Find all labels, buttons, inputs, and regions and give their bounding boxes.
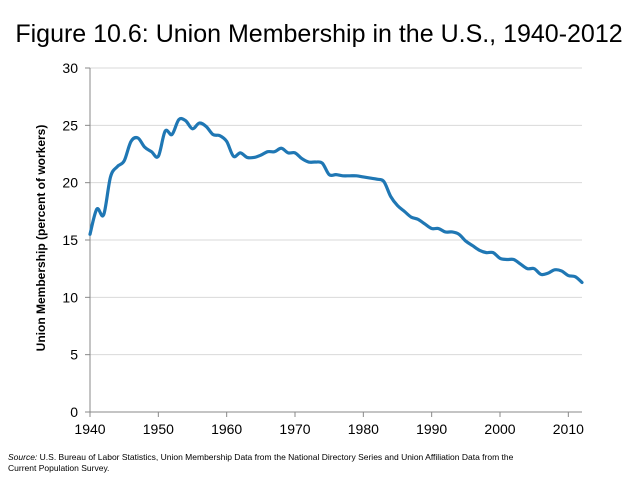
x-tick-labels: 1940 1950 1960 1970 1980 1990 2000 2010 <box>74 421 584 437</box>
x-tick-label: 1990 <box>416 421 447 437</box>
source-label: Source: <box>8 452 38 462</box>
y-tick-label: 10 <box>62 289 78 305</box>
series-group <box>88 116 584 285</box>
y-tick-labels: 0 5 10 15 20 25 30 <box>62 60 78 420</box>
y-tick-label: 25 <box>62 117 78 133</box>
y-axis-label: Union Membership (percent of workers) <box>34 125 48 352</box>
chart-title: Figure 10.6: Union Membership in the U.S… <box>15 20 623 48</box>
x-tick-label: 1980 <box>348 421 379 437</box>
x-tick-label: 1940 <box>74 421 105 437</box>
x-tick-label: 2010 <box>553 421 584 437</box>
y-tick-label: 20 <box>62 175 78 191</box>
y-tick-label: 5 <box>70 347 78 363</box>
x-tick-label: 1950 <box>143 421 174 437</box>
axes <box>85 67 582 417</box>
series-line-union-membership <box>88 116 584 285</box>
source-text: U.S. Bureau of Labor Statistics, Union M… <box>8 452 514 473</box>
y-tick-label: 0 <box>70 404 78 420</box>
source-note: Source: U.S. Bureau of Labor Statistics,… <box>8 452 528 473</box>
x-tick-label: 2000 <box>484 421 515 437</box>
y-tick-label: 15 <box>62 232 78 248</box>
x-tick-label: 1960 <box>211 421 242 437</box>
y-tick-label: 30 <box>62 60 78 76</box>
gridlines <box>90 67 582 356</box>
x-tick-label: 1970 <box>279 421 310 437</box>
